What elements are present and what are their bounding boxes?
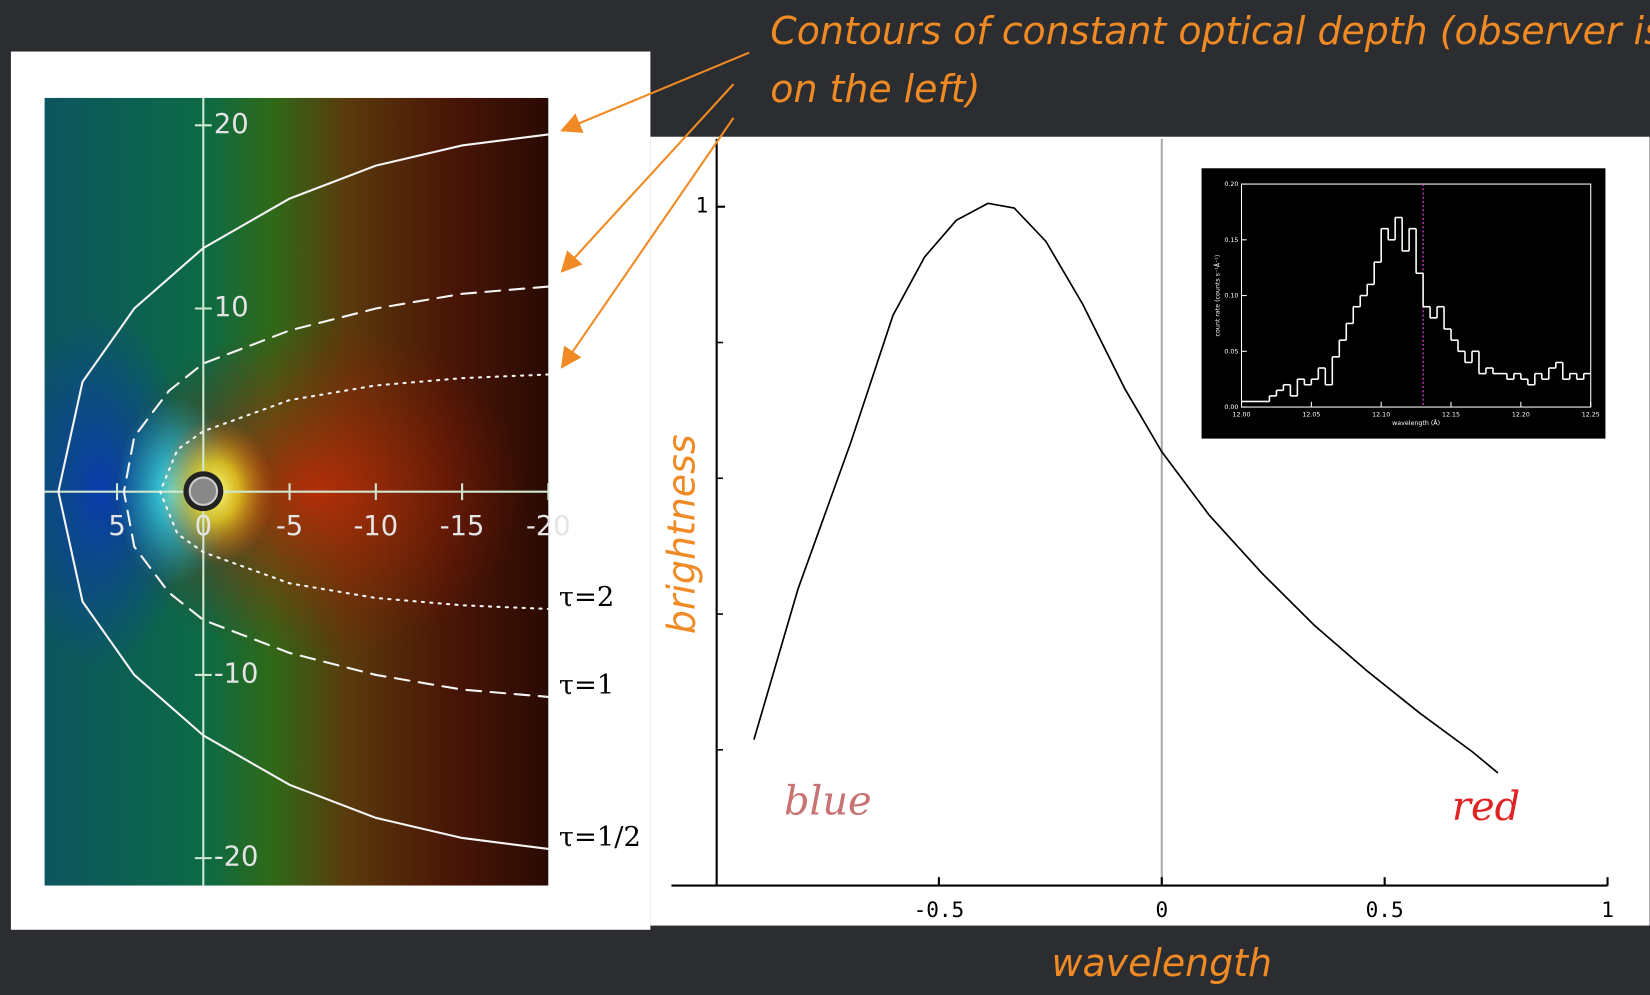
annotation: blue — [784, 779, 872, 825]
y-tick-label: -20 — [214, 842, 259, 873]
annotation-arrows — [560, 51, 750, 369]
contour-label: τ=2 — [559, 582, 614, 613]
x-tick-label: -10 — [354, 511, 399, 542]
annotation-line: Contours of constant optical depth (obse… — [770, 9, 1650, 53]
y-tick-label: 0.20 — [1224, 181, 1238, 188]
y-tick-label: 20 — [214, 109, 249, 140]
contour-label: τ=1/2 — [559, 822, 641, 853]
x-axis-label: wavelength — [1052, 941, 1273, 985]
annotation: red — [1452, 784, 1520, 830]
arrow — [560, 117, 735, 369]
inset-spectrum: 12.00 12.05 12.10 12.15 12.20 12.25 0.00 0.05 0.… — [1212, 181, 1599, 427]
inset-panel — [1201, 168, 1606, 439]
x-tick-label: -0.5 — [914, 897, 965, 922]
y-tick-label: 0.15 — [1224, 237, 1238, 244]
arrow — [560, 51, 750, 133]
y-tick-label: 0.00 — [1224, 404, 1238, 411]
x-tick-label: 12.20 — [1512, 411, 1530, 418]
contour-line — [57, 133, 550, 851]
x-tick-label: 0 — [195, 511, 212, 542]
x-tick-label: 0.5 — [1366, 897, 1404, 922]
contour-plot: 5 0 -5 -10 -15 -20 20 10 -10 -20 τ=2 τ=1 τ=1/2 — [44, 97, 641, 886]
x-tick-label: 0 — [1155, 897, 1168, 922]
x-tick-label: 12.15 — [1442, 411, 1460, 418]
x-tick-label: 12.05 — [1302, 411, 1320, 418]
x-tick-label: -5 — [276, 511, 303, 542]
x-tick-label: -20 — [526, 511, 571, 542]
y-tick-label: -10 — [214, 658, 259, 689]
star-core — [188, 476, 219, 506]
annotation-line: on the left) — [770, 67, 980, 111]
y-axis-label: brightness — [660, 434, 704, 634]
y-tick-label: 10 — [214, 292, 249, 323]
line-profile-chart: -0.5 0 0.5 1 1 brightness blue red — [660, 138, 1614, 922]
y-axis-label: count rate (counts s⁻¹Å⁻¹) — [1212, 255, 1221, 337]
profile-line — [753, 202, 1499, 774]
contour-line — [122, 285, 550, 698]
contour-line — [159, 373, 550, 611]
arrow — [560, 83, 735, 273]
x-tick-label: -15 — [440, 511, 485, 542]
x-axis-label: wavelength (Å) — [1392, 418, 1440, 427]
x-tick-label: 12.00 — [1232, 411, 1250, 418]
x-tick-label: 1 — [1601, 897, 1614, 922]
x-tick-label: 12.25 — [1582, 411, 1600, 418]
y-tick-label: 0.05 — [1224, 348, 1238, 355]
y-tick-label: 1 — [696, 193, 709, 218]
contour-label: τ=1 — [559, 670, 614, 701]
x-tick-label: 5 — [108, 511, 125, 542]
x-tick-label: 12.10 — [1372, 411, 1390, 418]
y-tick-label: 0.10 — [1224, 293, 1238, 300]
